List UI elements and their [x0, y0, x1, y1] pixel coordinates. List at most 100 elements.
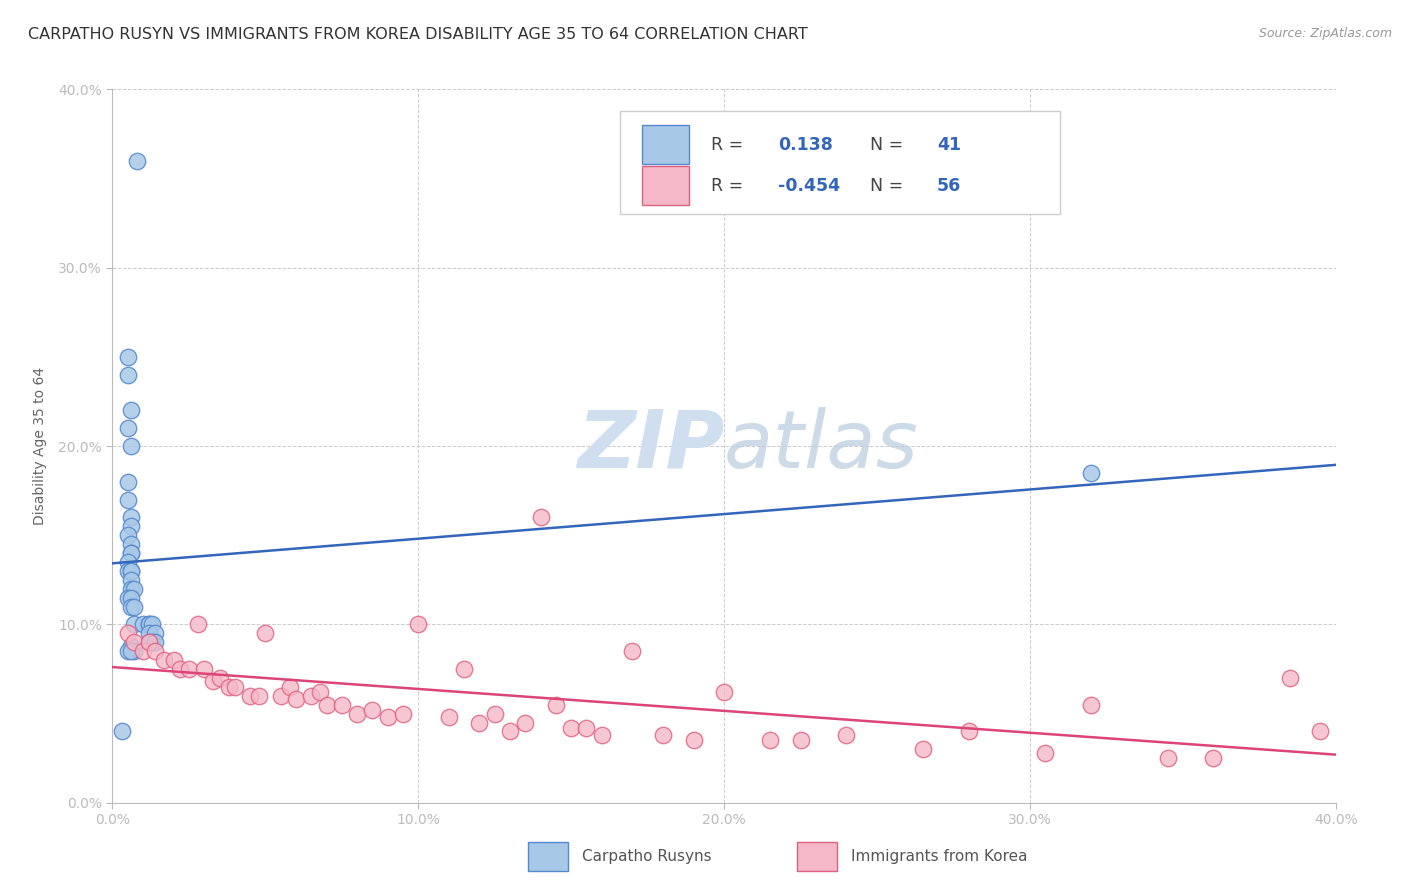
Point [835, 728, 858, 742]
Point [143, 644, 166, 658]
Point [122, 617, 145, 632]
Point [247, 689, 270, 703]
Point [202, 674, 225, 689]
Text: CARPATHO RUSYN VS IMMIGRANTS FROM KOREA DISABILITY AGE 35 TO 64 CORRELATION CHAR: CARPATHO RUSYN VS IMMIGRANTS FROM KOREA … [28, 27, 808, 42]
Point [117, 555, 139, 569]
Point [239, 689, 262, 703]
Point [193, 662, 215, 676]
Point [591, 728, 613, 742]
Point [117, 475, 139, 489]
Point [117, 564, 139, 578]
Point [117, 421, 139, 435]
Point [1080, 466, 1102, 480]
Text: -0.454: -0.454 [778, 177, 839, 194]
Point [278, 680, 301, 694]
Point [138, 626, 160, 640]
Point [284, 692, 308, 706]
Point [122, 644, 145, 658]
Text: Carpatho Rusyns: Carpatho Rusyns [582, 849, 711, 863]
Bar [529, 842, 568, 871]
Point [169, 662, 191, 676]
Point [713, 685, 735, 699]
Point [138, 617, 160, 632]
Point [117, 492, 139, 507]
Point [1202, 751, 1225, 765]
Text: 41: 41 [936, 136, 962, 153]
Point [224, 680, 246, 694]
Point [315, 698, 337, 712]
Point [120, 644, 142, 658]
Point [120, 439, 142, 453]
Point [515, 715, 537, 730]
Point [330, 698, 353, 712]
Text: atlas: atlas [724, 407, 920, 485]
Point [560, 721, 582, 735]
Point [392, 706, 415, 721]
Point [111, 724, 134, 739]
Point [117, 350, 139, 364]
Point [120, 546, 142, 560]
Point [122, 599, 145, 614]
Point [408, 617, 430, 632]
Point [957, 724, 980, 739]
Point [254, 626, 277, 640]
Bar [797, 842, 837, 871]
Point [218, 680, 240, 694]
Point [132, 617, 155, 632]
Point [122, 582, 145, 596]
Point [117, 368, 139, 382]
Text: R =: R = [710, 136, 748, 153]
Point [484, 706, 506, 721]
Point [117, 644, 139, 658]
Point [1080, 698, 1102, 712]
Point [141, 635, 163, 649]
Point [270, 689, 292, 703]
Text: R =: R = [710, 177, 748, 194]
Point [759, 733, 782, 747]
Point [1278, 671, 1301, 685]
Point [1156, 751, 1178, 765]
Point [163, 653, 186, 667]
Point [208, 671, 231, 685]
Point [911, 742, 934, 756]
Text: Immigrants from Korea: Immigrants from Korea [851, 849, 1028, 863]
Point [117, 591, 139, 605]
Point [789, 733, 811, 747]
Point [120, 599, 142, 614]
Point [120, 510, 142, 524]
Point [120, 573, 142, 587]
Point [187, 617, 209, 632]
Point [544, 698, 567, 712]
Point [141, 617, 163, 632]
Point [177, 662, 200, 676]
Point [499, 724, 522, 739]
Point [120, 403, 142, 417]
Point [120, 537, 142, 551]
Point [143, 626, 166, 640]
Point [1033, 746, 1056, 760]
Text: 0.138: 0.138 [778, 136, 832, 153]
Point [117, 528, 139, 542]
Point [120, 591, 142, 605]
Point [117, 626, 139, 640]
Text: N =: N = [870, 136, 908, 153]
Point [309, 685, 332, 699]
Point [346, 706, 368, 721]
Point [575, 721, 598, 735]
Point [299, 689, 322, 703]
Point [138, 635, 160, 649]
Bar [643, 166, 689, 205]
Text: ZIP: ZIP [576, 407, 724, 485]
Y-axis label: Disability Age 35 to 64: Disability Age 35 to 64 [34, 367, 46, 525]
Point [621, 644, 644, 658]
Point [143, 635, 166, 649]
Text: 56: 56 [936, 177, 962, 194]
Bar [643, 125, 689, 164]
Point [132, 644, 155, 658]
Point [125, 153, 148, 168]
Point [682, 733, 704, 747]
Point [138, 617, 160, 632]
Point [120, 582, 142, 596]
Point [122, 635, 145, 649]
Point [138, 635, 160, 649]
